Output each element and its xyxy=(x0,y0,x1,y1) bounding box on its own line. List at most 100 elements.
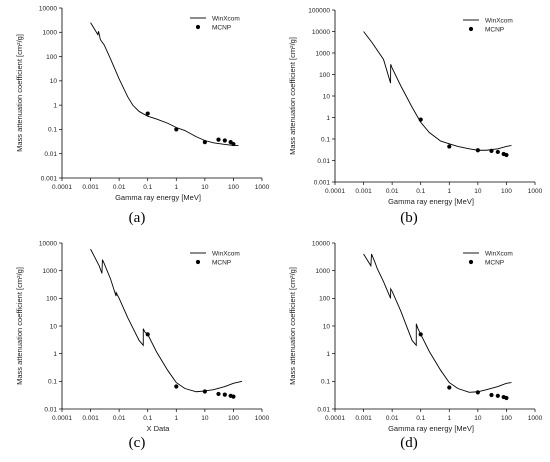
y-tick-label: 10 xyxy=(50,323,58,330)
x-tick-label: 0.001 xyxy=(355,415,372,422)
y-tick-label: 1 xyxy=(53,102,57,109)
x-tick-label: 1 xyxy=(447,415,451,422)
legend-entry-winxcom: WinXcom xyxy=(212,250,240,257)
x-tick-label: 1000 xyxy=(255,184,270,191)
legend-box xyxy=(188,246,254,268)
x-axis-label: X Data xyxy=(147,424,171,433)
data-point-mcnp xyxy=(174,384,179,389)
x-tick-label: 100 xyxy=(228,415,239,422)
data-point-mcnp xyxy=(504,395,509,401)
data-point-mcnp xyxy=(174,127,179,132)
series-line-winxcom xyxy=(90,22,239,146)
series-line-winxcom xyxy=(363,31,512,151)
x-tick-label: 100 xyxy=(501,415,512,422)
chart-panel-1: 0.0001 0.001 0.01 0.1 1 10 100 1000 0.001 0.01 0.1… xyxy=(15,5,270,226)
legend-marker-swatch xyxy=(468,26,474,32)
y-tick-label: 1000 xyxy=(316,268,331,275)
y-tick-label: 1 xyxy=(326,115,330,122)
y-tick-label: 1000 xyxy=(316,50,331,57)
y-tick-label: 1000 xyxy=(43,268,58,275)
y-tick-label: 100000 xyxy=(308,7,330,14)
y-tick-label: 0.1 xyxy=(48,127,57,134)
y-tick-label: 100 xyxy=(46,296,57,303)
x-tick-label: 1000 xyxy=(528,188,543,195)
y-tick-label: 10000 xyxy=(312,29,330,36)
data-point-mcnp xyxy=(495,149,500,155)
axes-frame xyxy=(61,8,262,179)
y-tick-label: 0.1 xyxy=(321,136,330,143)
y-tick-label: 0.1 xyxy=(48,379,57,386)
x-tick-label: 0.1 xyxy=(416,415,425,422)
series-line-winxcom xyxy=(90,248,243,393)
y-axis-label: Mass attenuation coefficient [cm²/g] xyxy=(15,34,24,152)
x-axis-label: Gamma ray energy [MeV] xyxy=(388,197,474,206)
x-tick-label: 0.1 xyxy=(143,184,152,191)
data-point-mcnp xyxy=(231,141,236,147)
data-point-mcnp xyxy=(447,144,452,149)
y-tick-label: 10000 xyxy=(39,240,57,247)
panel-label: (c) xyxy=(129,435,146,451)
y-tick-label: 100 xyxy=(46,54,57,61)
x-tick-label: 10 xyxy=(474,415,482,422)
y-tick-label: 0.001 xyxy=(314,179,331,186)
x-tick-label: 10 xyxy=(474,188,482,195)
y-tick-label: 0.1 xyxy=(321,379,330,386)
data-point-mcnp xyxy=(418,332,423,337)
y-tick-label: 0.01 xyxy=(44,406,57,413)
y-axis-label: Mass attenuation coefficient [cm²/g] xyxy=(15,267,24,385)
y-axis-label: Mass attenuation coefficient [cm²/g] xyxy=(288,37,297,155)
legend-entry-winxcom: WinXcom xyxy=(212,15,240,22)
legend-box xyxy=(188,11,254,33)
panel-label: (b) xyxy=(400,210,418,226)
x-tick-label: 0.001 xyxy=(82,415,99,422)
data-point-mcnp xyxy=(222,138,227,143)
y-tick-label: 0.01 xyxy=(317,406,330,413)
data-point-mcnp xyxy=(202,140,207,145)
legend-box xyxy=(461,246,527,268)
x-tick-label: 1 xyxy=(174,184,178,191)
legend-marker-swatch xyxy=(195,259,201,265)
data-point-mcnp xyxy=(447,385,452,390)
x-tick-label: 0.0001 xyxy=(325,415,345,422)
data-point-mcnp xyxy=(145,111,150,116)
x-axis-label: Gamma ray energy [MeV] xyxy=(115,193,201,202)
y-tick-label: 100 xyxy=(319,296,330,303)
panel-label: (a) xyxy=(129,210,146,226)
x-tick-label: 0.01 xyxy=(113,184,126,191)
data-point-mcnp xyxy=(418,117,423,122)
x-tick-label: 10 xyxy=(201,184,209,191)
chart-panel-4: 0.0001 0.001 0.01 0.1 1 10 100 1000 0.01 0.1 1 10 10… xyxy=(288,240,543,451)
data-point-mcnp xyxy=(475,148,480,153)
x-tick-label: 1 xyxy=(447,188,451,195)
legend-entry-mcnp: MCNP xyxy=(485,259,504,266)
data-point-mcnp xyxy=(489,392,494,398)
y-tick-label: 10000 xyxy=(312,240,330,247)
x-axis-label: Gamma ray energy [MeV] xyxy=(388,424,474,433)
x-tick-label: 10 xyxy=(201,415,209,422)
y-tick-label: 10 xyxy=(323,93,331,100)
x-tick-label: 0.1 xyxy=(416,188,425,195)
data-point-mcnp xyxy=(231,394,236,399)
y-tick-label: 0.01 xyxy=(317,158,330,165)
y-tick-label: 100 xyxy=(319,72,330,79)
legend-entry-mcnp: MCNP xyxy=(485,26,504,33)
legend-box xyxy=(461,13,527,35)
data-point-mcnp xyxy=(475,390,480,395)
x-tick-label: 100 xyxy=(501,188,512,195)
y-axis-label: Mass attenuation coefficient [cm²/g] xyxy=(288,267,297,385)
legend-entry-mcnp: MCNP xyxy=(212,24,231,31)
x-tick-label: 1 xyxy=(174,415,178,422)
data-point-mcnp xyxy=(216,391,221,397)
x-tick-label: 1000 xyxy=(255,415,270,422)
y-tick-label: 10000 xyxy=(39,5,57,12)
x-tick-label: 0.0001 xyxy=(325,188,345,195)
legend-marker-swatch xyxy=(468,259,474,265)
legend-entry-winxcom: WinXcom xyxy=(485,17,513,24)
y-tick-label: 10 xyxy=(50,78,58,85)
data-point-mcnp xyxy=(489,148,494,153)
data-point-mcnp xyxy=(222,392,227,397)
chart-panel-3: 0.0001 0.001 0.01 0.1 1 10 100 1000 0.01 0.1 1 10 10… xyxy=(15,240,270,451)
y-tick-label: 10 xyxy=(323,323,331,330)
x-tick-label: 0.01 xyxy=(386,415,399,422)
